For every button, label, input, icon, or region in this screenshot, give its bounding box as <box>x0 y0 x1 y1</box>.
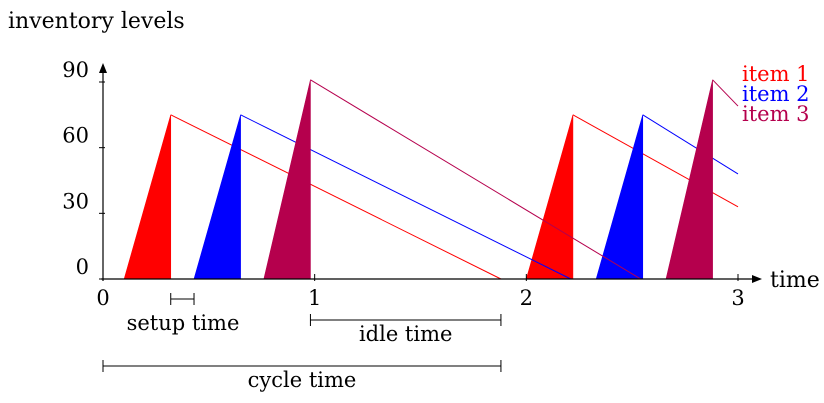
annotation-3: cycle time <box>102 360 502 392</box>
series-3-production-2 <box>665 79 713 280</box>
annotation-label-3: cycle time <box>248 368 357 392</box>
y-tick-label-2: 60 <box>62 124 89 148</box>
x-axis-label: time <box>770 268 820 293</box>
series-2-depletion-2 <box>642 114 739 175</box>
y-tick-label-3: 90 <box>62 58 89 82</box>
series-1-depletion-2 <box>572 114 739 208</box>
x-tick-label-1: 1 <box>308 286 321 310</box>
series-1-depletion-1 <box>170 114 502 280</box>
legend-item-3: item 3 <box>742 102 810 126</box>
x-tick-label-3: 3 <box>731 286 744 310</box>
series-3-depletion-1 <box>310 79 641 280</box>
series-2-production-1 <box>193 114 241 280</box>
series-3 <box>263 79 739 280</box>
series-3-production-1 <box>263 79 311 280</box>
legend-item-2: item 2 <box>742 82 810 106</box>
y-axis-label: inventory levels <box>8 9 185 34</box>
series-1-production-2 <box>525 114 574 280</box>
annotation-2: idle time <box>309 314 502 346</box>
x-axis-arrow <box>752 275 762 283</box>
annotation-1: setup time <box>127 293 240 335</box>
series-1 <box>123 114 739 280</box>
y-axis-arrow <box>99 63 107 73</box>
x-tick-label-2: 2 <box>520 286 533 310</box>
y-tick-label-1: 30 <box>62 189 89 213</box>
series-1-production-1 <box>123 114 172 280</box>
axes: time inventory levels <box>8 9 820 293</box>
annotation-label-1: setup time <box>127 311 240 335</box>
series-3-depletion-2 <box>712 79 739 107</box>
x-tick-label-0: 0 <box>96 286 109 310</box>
y-tick-label-0: 0 <box>76 255 89 279</box>
legend-item-1: item 1 <box>742 62 810 86</box>
series-layer <box>123 79 739 280</box>
annotation-label-2: idle time <box>359 322 452 346</box>
series-2-production-2 <box>595 114 644 280</box>
